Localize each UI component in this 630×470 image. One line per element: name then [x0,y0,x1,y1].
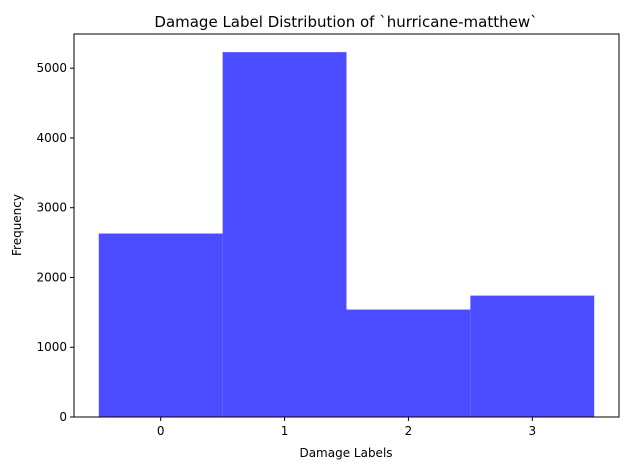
y-tick-label: 5000 [36,61,67,75]
y-axis-ticks: 0 1000 2000 3000 4000 5000 [36,61,74,424]
bar-1 [222,52,347,417]
y-tick-label: 2000 [36,270,67,284]
bars-group [98,52,595,417]
x-axis-ticks: 0 1 2 3 [157,417,536,438]
x-tick-label: 0 [157,424,165,438]
y-tick-label: 3000 [36,201,67,215]
y-tick-label: 1000 [36,340,67,354]
chart-title: Damage Label Distribution of `hurricane-… [154,13,537,31]
x-axis-label: Damage Labels [299,446,392,460]
y-axis-label: Frequency [10,194,24,256]
x-tick-label: 3 [528,424,536,438]
bar-0 [98,233,223,417]
x-tick-label: 2 [405,424,413,438]
x-tick-label: 1 [281,424,289,438]
y-tick-label: 4000 [36,131,67,145]
y-tick-label: 0 [59,410,67,424]
plot-frame [73,33,620,418]
bar-3 [470,295,595,417]
bar-2 [346,309,471,417]
